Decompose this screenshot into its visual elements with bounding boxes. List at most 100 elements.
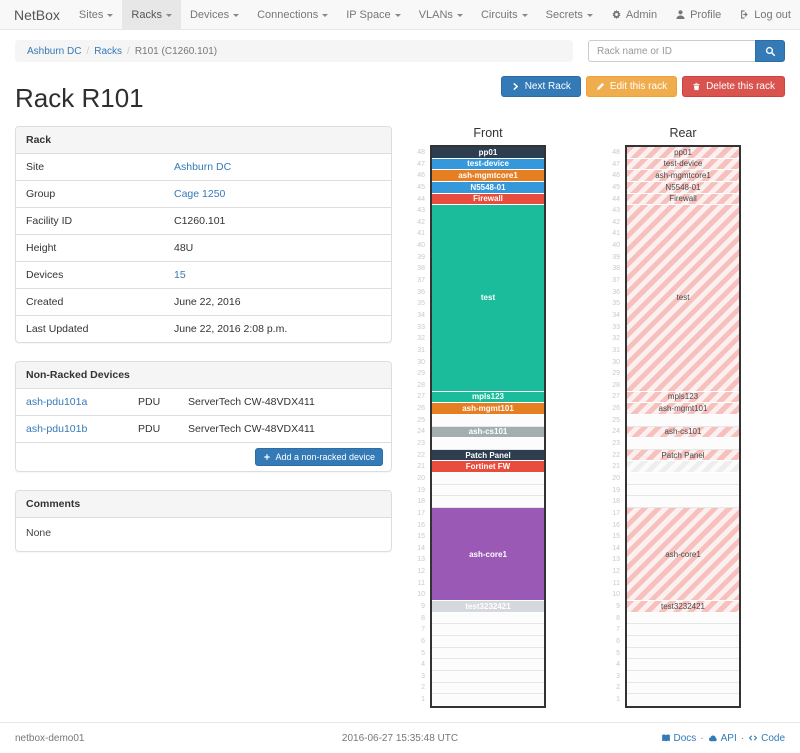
breadcrumb-link-ashburn-dc[interactable]: Ashburn DC — [27, 45, 82, 57]
rack-info-panel: Rack Site Ashburn DC Group Cage 1250 Facilit… — [15, 126, 392, 343]
nav-item-sites[interactable]: Sites — [70, 0, 122, 29]
nav-item-circuits[interactable]: Circuits — [472, 0, 537, 29]
device-name-cell: ash-pdu101b — [16, 416, 128, 442]
rack-unit-empty-6-rear — [627, 636, 739, 648]
edit-rack-button[interactable]: Edit this rack — [585, 76, 678, 97]
device-link-ash-pdu101b[interactable]: ash-pdu101b — [26, 423, 88, 435]
rack-unit-ash-core1-rear[interactable]: ash-core1 — [627, 508, 739, 602]
rack-info-value: Cage 1250 — [164, 181, 391, 207]
unit-number-27: 27 — [612, 393, 620, 401]
device-type-cell: PDU — [138, 423, 161, 435]
unit-number-31: 31 — [417, 346, 425, 354]
rack-info-row-last-updated: Last Updated June 22, 2016 2:08 p.m. — [16, 316, 391, 342]
unit-number-26: 26 — [612, 405, 620, 413]
rack-info-value-link[interactable]: 15 — [174, 269, 186, 281]
nav-tool-profile[interactable]: Profile — [666, 0, 730, 29]
unit-number-27: 27 — [417, 393, 425, 401]
rack-info-label: Facility ID — [26, 215, 73, 227]
rack-unit-firewall-front[interactable]: Firewall — [432, 193, 544, 206]
unit-number-19: 19 — [612, 486, 620, 494]
footer-link-label: API — [720, 732, 737, 744]
unit-number-25: 25 — [417, 416, 425, 424]
unit-number-10: 10 — [612, 591, 620, 599]
rack-unit-test-device-front[interactable]: test-device — [432, 158, 544, 171]
rack-searchbox — [588, 40, 785, 62]
rack-elevations: Front 48 47 46 45 44 43 42 41 40 39 38 37 36 35 34 33 32… — [412, 126, 741, 708]
rack-unit-empty-3-rear — [627, 671, 739, 683]
rack-unit-ash-mgmtcore1-front[interactable]: ash-mgmtcore1 — [432, 170, 544, 182]
rack-info-value: 48U — [174, 242, 194, 254]
comments-panel-title: Comments — [16, 491, 391, 518]
footer-link-api[interactable]: API — [708, 733, 737, 744]
footer: netbox-demo01 2016-06-27 15:35:48 UTC Do… — [0, 722, 800, 753]
rack-unit-empty-23-rear — [627, 438, 739, 450]
rack-unit-test3232421-front[interactable]: test3232421 — [432, 601, 544, 613]
rack-unit-test-front[interactable]: test — [432, 205, 544, 392]
footer-link-code[interactable]: Code — [748, 733, 785, 744]
rack-unit-test-device-rear[interactable]: test-device — [627, 158, 739, 171]
unit-number-40: 40 — [612, 242, 620, 250]
search-button[interactable] — [755, 40, 785, 62]
rack-unit-empty-25-rear — [627, 414, 739, 427]
rack-unit-empty-19-front — [432, 484, 544, 497]
rack-info-value: Ashburn DC — [164, 154, 391, 180]
unit-number-20: 20 — [417, 474, 425, 482]
left-column: Rack Site Ashburn DC Group Cage 1250 Facilit… — [15, 126, 392, 570]
rack-unit-empty-25-front — [432, 414, 544, 427]
rack-unit-patch-panel-rear[interactable]: Patch Panel — [627, 449, 739, 462]
delete-rack-button[interactable]: Delete this rack — [682, 76, 785, 97]
rack-unit-ash-mgmt101-rear[interactable]: ash-mgmt101 — [627, 403, 739, 415]
nav-item-secrets[interactable]: Secrets — [537, 0, 602, 29]
rack-unit-ash-cs101-front[interactable]: ash-cs101 — [432, 426, 544, 439]
next-rack-button[interactable]: Next Rack — [500, 76, 581, 97]
unit-number-7: 7 — [616, 626, 620, 634]
rack-info-label: Last Updated — [26, 323, 89, 335]
rack-unit-mpls123-rear[interactable]: mpls123 — [627, 391, 739, 404]
chevron-down-icon — [165, 13, 172, 17]
breadcrumb-link-racks[interactable]: Racks — [94, 45, 123, 57]
nav-tool-log-out[interactable]: Log out — [730, 0, 800, 29]
rack-unit-ash-mgmtcore1-rear[interactable]: ash-mgmtcore1 — [627, 170, 739, 182]
rack-info-value-link[interactable]: Ashburn DC — [174, 161, 232, 173]
unit-number-28: 28 — [417, 381, 425, 389]
rack-unit-fortinet-fw-rear[interactable] — [627, 461, 739, 474]
nav-item-vlans[interactable]: VLANs — [410, 0, 472, 29]
unit-number-25: 25 — [612, 416, 620, 424]
rack-unit-fortinet-fw-front[interactable]: Fortinet FW — [432, 461, 544, 474]
nav-item-connections[interactable]: Connections — [248, 0, 337, 29]
nav-item-devices[interactable]: Devices — [181, 0, 248, 29]
chevron-down-icon — [521, 13, 528, 17]
rack-unit-ash-core1-front[interactable]: ash-core1 — [432, 508, 544, 602]
footer-link-docs[interactable]: Docs — [661, 733, 696, 744]
chevron-down-icon — [456, 13, 463, 17]
unit-number-45: 45 — [612, 183, 620, 191]
unit-number-32: 32 — [417, 335, 425, 343]
rack-unit-firewall-rear[interactable]: Firewall — [627, 193, 739, 206]
unit-number-39: 39 — [417, 253, 425, 261]
rack-unit-mpls123-front[interactable]: mpls123 — [432, 391, 544, 404]
rack-info-value-link[interactable]: Cage 1250 — [174, 188, 226, 200]
nav-item-ip-space[interactable]: IP Space — [337, 0, 409, 29]
rack-unit-pp01-rear[interactable]: pp01 — [627, 147, 739, 159]
add-non-racked-device-button[interactable]: Add a non-racked device — [255, 448, 383, 466]
unit-number-4: 4 — [421, 661, 425, 669]
footer-link-label: Code — [761, 732, 786, 744]
unit-number-4: 4 — [616, 661, 620, 669]
rack-unit-test-rear[interactable]: test — [627, 205, 739, 392]
rack-unit-test3232421-rear[interactable]: test3232421 — [627, 601, 739, 613]
rack-info-label: Group — [26, 188, 56, 200]
rack-unit-n5548-01-front[interactable]: N5548-01 — [432, 181, 544, 194]
user-icon — [676, 10, 685, 19]
rack-unit-ash-cs101-rear[interactable]: ash-cs101 — [627, 426, 739, 439]
device-link-ash-pdu101a[interactable]: ash-pdu101a — [26, 396, 88, 408]
rack-unit-patch-panel-front[interactable]: Patch Panel — [432, 449, 544, 462]
nav-item-racks[interactable]: Racks — [122, 0, 181, 29]
rack-unit-n5548-01-rear[interactable]: N5548-01 — [627, 181, 739, 194]
rack-unit-ash-mgmt101-front[interactable]: ash-mgmt101 — [432, 403, 544, 415]
search-input[interactable] — [588, 40, 755, 62]
unit-number-34: 34 — [612, 311, 620, 319]
rack-unit-pp01-front[interactable]: pp01 — [432, 147, 544, 159]
brand[interactable]: NetBox — [14, 7, 60, 23]
rack-unit-empty-2-front — [432, 682, 544, 695]
nav-tool-admin[interactable]: Admin — [602, 0, 666, 29]
